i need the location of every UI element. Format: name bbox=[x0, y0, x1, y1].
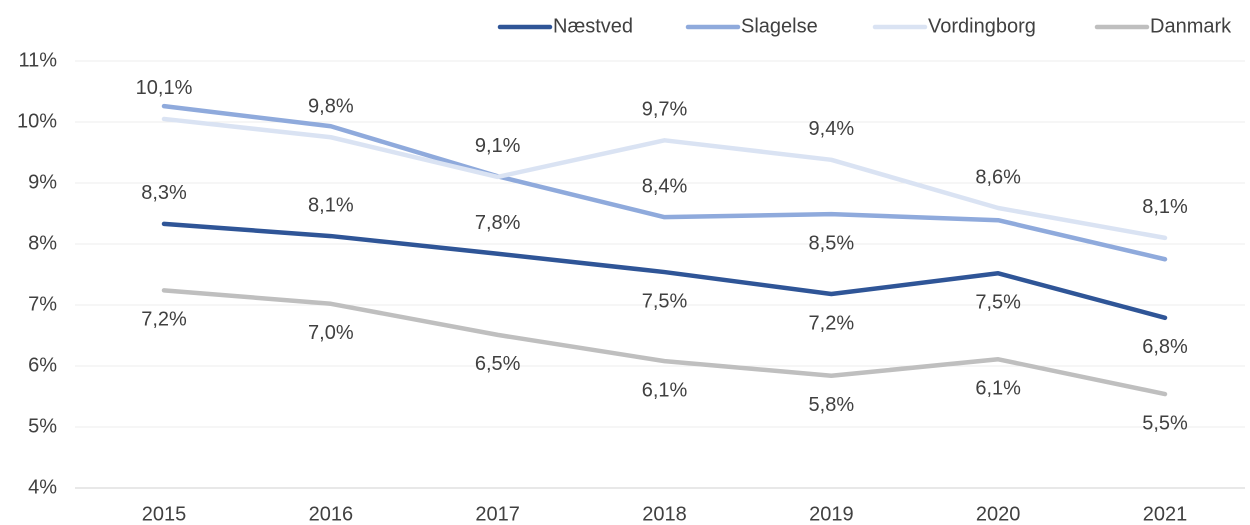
data-label: 8,5% bbox=[809, 232, 855, 254]
y-tick-label: 9% bbox=[28, 171, 57, 193]
y-tick-label: 10% bbox=[17, 110, 57, 132]
data-label: 6,1% bbox=[642, 379, 688, 401]
data-label: 5,8% bbox=[809, 394, 855, 416]
series-line bbox=[161, 103, 1168, 262]
data-label: 9,8% bbox=[308, 96, 354, 118]
data-label: 7,5% bbox=[975, 292, 1021, 314]
x-tick-label: 2016 bbox=[309, 503, 354, 525]
legend-label: Vordingborg bbox=[928, 15, 1036, 37]
data-label: 9,7% bbox=[642, 99, 688, 121]
series-line bbox=[161, 288, 1168, 397]
x-tick-label: 2017 bbox=[475, 503, 520, 525]
data-label: 9,4% bbox=[809, 118, 855, 140]
data-label: 7,2% bbox=[809, 312, 855, 334]
data-label: 7,5% bbox=[642, 290, 688, 312]
data-label: 6,8% bbox=[1142, 336, 1188, 358]
legend-label: Slagelse bbox=[741, 15, 818, 37]
x-tick-label: 2018 bbox=[642, 503, 687, 525]
data-label: 7,0% bbox=[308, 322, 354, 344]
data-label: 7,2% bbox=[141, 309, 187, 331]
data-label: 6,1% bbox=[975, 378, 1021, 400]
legend-label: Næstved bbox=[553, 15, 633, 37]
x-tick-label: 2015 bbox=[142, 503, 187, 525]
series-line bbox=[161, 116, 1168, 241]
y-tick-label: 5% bbox=[28, 415, 57, 437]
y-tick-label: 11% bbox=[18, 49, 57, 71]
data-label: 8,4% bbox=[642, 175, 688, 197]
data-label: 6,5% bbox=[475, 353, 521, 375]
x-tick-label: 2020 bbox=[976, 503, 1021, 525]
x-tick-label: 2019 bbox=[809, 503, 854, 525]
data-label: 9,1% bbox=[475, 135, 521, 157]
data-label: 8,3% bbox=[141, 182, 187, 204]
y-tick-label: 6% bbox=[28, 354, 57, 376]
y-tick-label: 4% bbox=[28, 476, 57, 498]
data-label: 8,1% bbox=[308, 194, 354, 216]
legend-label: Danmark bbox=[1150, 15, 1232, 37]
x-tick-label: 2021 bbox=[1143, 503, 1188, 525]
y-tick-label: 8% bbox=[28, 232, 57, 254]
data-label: 10,1% bbox=[136, 77, 193, 99]
y-tick-label: 7% bbox=[28, 293, 57, 315]
data-label: 7,8% bbox=[475, 212, 521, 234]
data-label: 8,1% bbox=[1142, 196, 1188, 218]
data-label: 5,5% bbox=[1142, 412, 1188, 434]
series-line bbox=[161, 221, 1168, 321]
data-label: 8,6% bbox=[975, 166, 1021, 188]
